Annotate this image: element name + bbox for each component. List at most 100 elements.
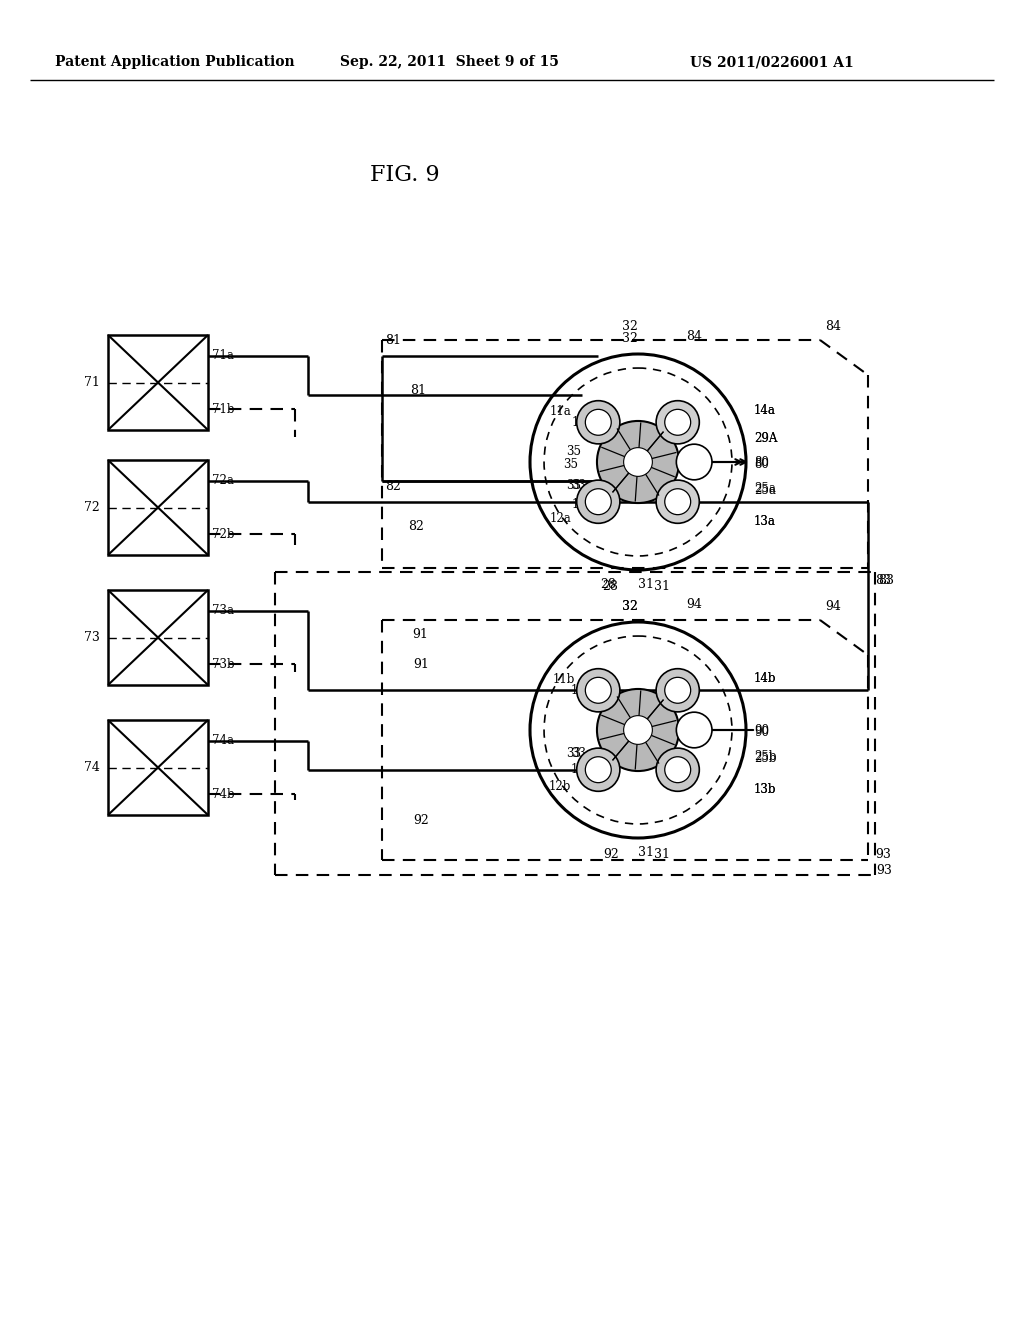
Circle shape (586, 756, 611, 783)
Text: 33: 33 (571, 479, 586, 492)
Text: 12a: 12a (571, 498, 593, 511)
Circle shape (665, 409, 690, 436)
Text: 12b: 12b (549, 780, 571, 792)
Text: 73a: 73a (212, 605, 234, 618)
Text: Patent Application Publication: Patent Application Publication (55, 55, 295, 69)
Text: 80: 80 (754, 458, 769, 471)
Text: 31: 31 (638, 578, 654, 590)
Text: 72: 72 (84, 502, 100, 513)
Text: 14a: 14a (754, 404, 776, 417)
Text: 71: 71 (84, 376, 100, 389)
Text: 90: 90 (754, 723, 769, 737)
Text: 29A: 29A (754, 432, 777, 445)
Text: 14b: 14b (754, 672, 776, 685)
Text: 32: 32 (622, 599, 638, 612)
Circle shape (577, 669, 620, 711)
Text: 12b: 12b (571, 763, 593, 776)
Text: 71a: 71a (212, 350, 233, 363)
Text: 35: 35 (563, 458, 579, 471)
Circle shape (656, 748, 699, 791)
Text: 83: 83 (874, 573, 891, 586)
Text: 90: 90 (754, 726, 769, 739)
Text: 25a: 25a (754, 483, 776, 496)
Text: 81: 81 (385, 334, 401, 347)
Text: 81: 81 (410, 384, 426, 396)
Circle shape (665, 677, 690, 704)
Text: 84: 84 (687, 330, 702, 342)
Text: 80: 80 (754, 455, 769, 469)
Circle shape (624, 715, 652, 744)
Text: 91: 91 (412, 628, 428, 642)
Circle shape (597, 421, 679, 503)
Text: 13b: 13b (754, 783, 776, 796)
Circle shape (577, 401, 620, 444)
Circle shape (597, 689, 679, 771)
Text: 74a: 74a (212, 734, 234, 747)
Text: FIG. 9: FIG. 9 (370, 164, 439, 186)
Text: 25a: 25a (754, 483, 776, 495)
Circle shape (676, 713, 712, 748)
Text: 11b: 11b (571, 684, 593, 697)
Text: 73: 73 (84, 631, 100, 644)
Text: 25b: 25b (754, 751, 776, 763)
Text: 94: 94 (825, 599, 841, 612)
Text: 32: 32 (622, 319, 638, 333)
Text: 14a: 14a (754, 404, 776, 417)
Circle shape (577, 748, 620, 791)
Text: 33: 33 (571, 747, 586, 760)
Text: 11b: 11b (553, 673, 575, 686)
Text: 92: 92 (603, 847, 618, 861)
Text: 13b: 13b (754, 783, 776, 796)
Circle shape (676, 444, 712, 480)
Bar (108, 590, 208, 685)
Text: 71b: 71b (212, 403, 234, 416)
Text: 31: 31 (638, 846, 654, 858)
Circle shape (665, 488, 690, 515)
Text: 74b: 74b (212, 788, 234, 801)
Circle shape (656, 480, 699, 523)
Circle shape (656, 401, 699, 444)
Text: Sep. 22, 2011  Sheet 9 of 15: Sep. 22, 2011 Sheet 9 of 15 (340, 55, 559, 69)
Text: 13a: 13a (754, 515, 776, 528)
Text: 13a: 13a (754, 515, 776, 528)
Circle shape (586, 677, 611, 704)
Text: 28: 28 (600, 578, 616, 590)
Text: 93: 93 (876, 863, 892, 876)
Text: 74: 74 (84, 762, 100, 774)
Text: 94: 94 (687, 598, 702, 610)
Text: 35: 35 (565, 445, 581, 458)
Text: US 2011/0226001 A1: US 2011/0226001 A1 (690, 55, 854, 69)
Text: 29A: 29A (754, 432, 777, 445)
Text: 32: 32 (622, 331, 638, 345)
Circle shape (624, 447, 652, 477)
Text: 14b: 14b (754, 672, 776, 685)
Circle shape (665, 756, 690, 783)
Text: 33: 33 (565, 479, 581, 492)
Text: 84: 84 (825, 319, 841, 333)
Text: 33: 33 (565, 747, 581, 760)
Bar (108, 719, 208, 814)
Text: 32: 32 (622, 599, 638, 612)
Circle shape (577, 480, 620, 523)
Circle shape (586, 488, 611, 515)
Text: 82: 82 (385, 480, 400, 494)
Bar (108, 459, 208, 554)
Bar (108, 335, 208, 430)
Text: 31: 31 (654, 579, 670, 593)
Text: 93: 93 (874, 849, 891, 862)
Text: 31: 31 (654, 847, 670, 861)
Text: 12a: 12a (549, 512, 571, 524)
Text: 82: 82 (408, 520, 424, 533)
Text: 11a: 11a (549, 405, 571, 417)
Text: 72a: 72a (212, 474, 233, 487)
Text: 92: 92 (413, 813, 429, 826)
Text: 11a: 11a (571, 416, 593, 429)
Circle shape (656, 669, 699, 711)
Text: 25b: 25b (754, 751, 776, 764)
Text: 83: 83 (878, 573, 894, 586)
Text: 73b: 73b (212, 657, 234, 671)
Circle shape (586, 409, 611, 436)
Text: 72b: 72b (212, 528, 234, 541)
Text: 91: 91 (413, 659, 429, 672)
Text: 28: 28 (603, 579, 618, 593)
